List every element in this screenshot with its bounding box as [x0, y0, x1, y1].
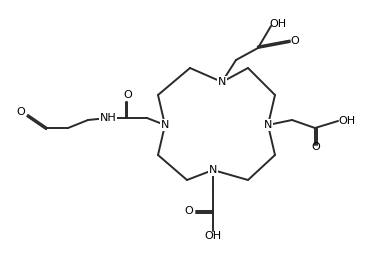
- Text: N: N: [209, 165, 217, 175]
- Text: OH: OH: [205, 231, 222, 241]
- Text: OH: OH: [339, 116, 355, 126]
- Text: NH: NH: [100, 113, 116, 123]
- Text: O: O: [185, 206, 193, 216]
- Text: O: O: [312, 142, 321, 152]
- Text: OH: OH: [269, 19, 287, 29]
- Text: N: N: [264, 120, 272, 130]
- Text: O: O: [291, 36, 300, 46]
- Text: N: N: [161, 120, 169, 130]
- Text: N: N: [218, 77, 226, 87]
- Text: O: O: [124, 90, 132, 100]
- Text: O: O: [17, 107, 25, 117]
